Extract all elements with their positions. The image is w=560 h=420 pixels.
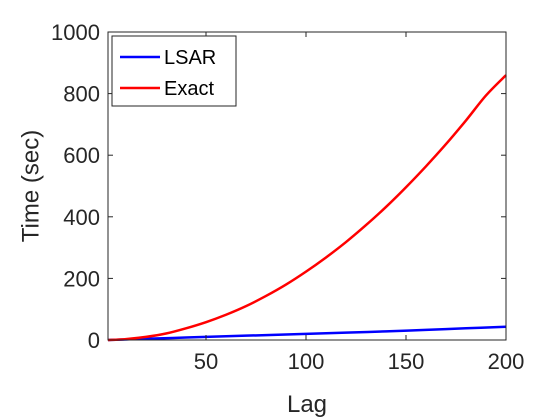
legend-entry-exact: Exact bbox=[164, 78, 214, 100]
y-tick-label: 1000 bbox=[51, 20, 100, 45]
plot-frame bbox=[107, 31, 507, 341]
y-axis-label: Time (sec) bbox=[17, 130, 44, 242]
y-tick-label: 400 bbox=[63, 205, 100, 230]
legend-entry-lsar: LSAR bbox=[164, 47, 216, 69]
legend-box bbox=[111, 35, 237, 107]
y-tick-label: 800 bbox=[63, 82, 100, 107]
legend: LSAR Exact bbox=[111, 35, 237, 107]
x-tick-label: 200 bbox=[488, 349, 525, 374]
series-line-lsar bbox=[107, 325, 507, 342]
x-tick-label: 100 bbox=[288, 349, 325, 374]
x-tick-label: 150 bbox=[388, 349, 425, 374]
series-line-exact bbox=[107, 74, 507, 342]
y-tick-label: 0 bbox=[88, 328, 100, 353]
y-tick-label: 600 bbox=[63, 143, 100, 168]
x-axis-label: Lag bbox=[287, 391, 327, 418]
series-layer bbox=[107, 74, 507, 342]
x-axis: 50 100 150 200 bbox=[194, 32, 525, 374]
y-tick-label: 200 bbox=[63, 266, 100, 291]
x-tick-label: 50 bbox=[194, 349, 218, 374]
y-axis: 0 200 400 600 800 1000 bbox=[51, 20, 506, 353]
